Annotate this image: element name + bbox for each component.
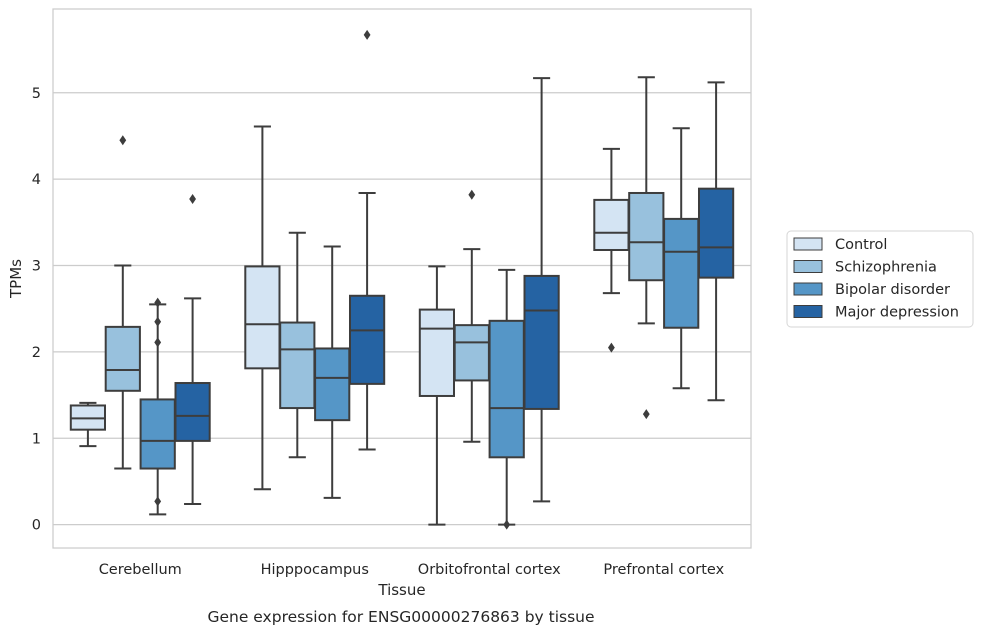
box	[139, 297, 176, 516]
y-axis-label: TPMs	[7, 259, 25, 299]
y-tick-label: 4	[32, 172, 41, 188]
y-tick-label: 0	[32, 518, 41, 534]
legend-item: Bipolar disorder	[793, 282, 950, 298]
outlier-point	[154, 337, 162, 348]
legend-swatch	[793, 305, 823, 318]
legend-swatch	[793, 260, 823, 273]
legend-item: Control	[793, 237, 887, 253]
iqr-box	[174, 382, 211, 442]
legend-swatch	[793, 282, 823, 296]
iqr-box	[348, 294, 386, 385]
outlier-point	[642, 409, 650, 420]
iqr-box	[453, 324, 490, 382]
outlier-point	[154, 316, 162, 327]
box	[523, 77, 560, 503]
series-bipolar-disorder	[139, 127, 700, 530]
box	[104, 135, 141, 470]
outlier-point	[503, 519, 511, 530]
box	[663, 127, 700, 390]
outlier-point	[154, 496, 162, 507]
box	[628, 76, 665, 420]
series-schizophrenia	[104, 76, 665, 470]
series-major-depression	[174, 29, 735, 505]
outlier-point	[189, 194, 196, 205]
y-tick-label: 2	[32, 345, 41, 361]
outlier-point	[608, 342, 615, 353]
x-axis-ticks: Cerebellum Hipppocampus Orbitofrontal cort…	[99, 562, 725, 578]
legend-label: Schizophrenia	[835, 260, 937, 276]
series-control	[69, 125, 630, 526]
legend-label: Major depression	[835, 305, 959, 321]
outlier-point	[363, 29, 371, 40]
legend-frame	[786, 230, 974, 328]
iqr-box	[314, 347, 351, 422]
iqr-box	[418, 308, 456, 397]
x-tick-label: Prefrontal cortex	[603, 562, 724, 578]
box	[418, 265, 456, 526]
iqr-box	[104, 325, 141, 392]
box	[244, 125, 281, 491]
iqr-box	[593, 198, 630, 251]
box	[453, 189, 490, 443]
legend-item: Major depression	[793, 305, 959, 321]
box	[69, 401, 107, 448]
x-tick-label: Hipppocampus	[261, 562, 369, 578]
plot-frame	[52, 8, 752, 549]
iqr-box	[139, 398, 176, 470]
y-tick-label: 3	[32, 259, 41, 275]
iqr-box	[279, 321, 316, 410]
x-tick-label: Orbitofrontal cortex	[418, 562, 561, 578]
box-series	[69, 29, 735, 530]
legend-label: Control	[835, 237, 887, 253]
box	[697, 81, 735, 402]
box	[174, 194, 211, 505]
legend-swatch	[793, 237, 823, 251]
legend-label: Bipolar disorder	[835, 282, 950, 298]
y-axis-ticks: 0 1 2 3 4 5	[32, 86, 41, 534]
x-axis-label: Tissue	[377, 581, 425, 599]
outlier-point	[154, 297, 162, 308]
box	[348, 29, 386, 451]
iqr-box	[244, 265, 281, 370]
iqr-box	[488, 319, 525, 459]
outlier-point	[119, 135, 127, 146]
legend-item: Schizophrenia	[793, 260, 937, 276]
box	[279, 231, 316, 459]
y-tick-label: 1	[32, 431, 41, 447]
outlier-point	[468, 189, 476, 200]
legend: Control Schizophrenia Bipolar disorder Majo…	[786, 230, 974, 328]
iqr-box	[628, 191, 665, 282]
iqr-box	[663, 217, 700, 329]
iqr-box	[697, 187, 735, 279]
chart-title: Gene expression for ENSG00000276863 by t…	[207, 608, 594, 626]
box	[314, 245, 351, 499]
box	[488, 268, 525, 530]
y-tick-label: 5	[32, 86, 41, 102]
iqr-box	[523, 274, 560, 410]
box	[593, 147, 630, 353]
x-tick-label: Cerebellum	[99, 562, 182, 578]
